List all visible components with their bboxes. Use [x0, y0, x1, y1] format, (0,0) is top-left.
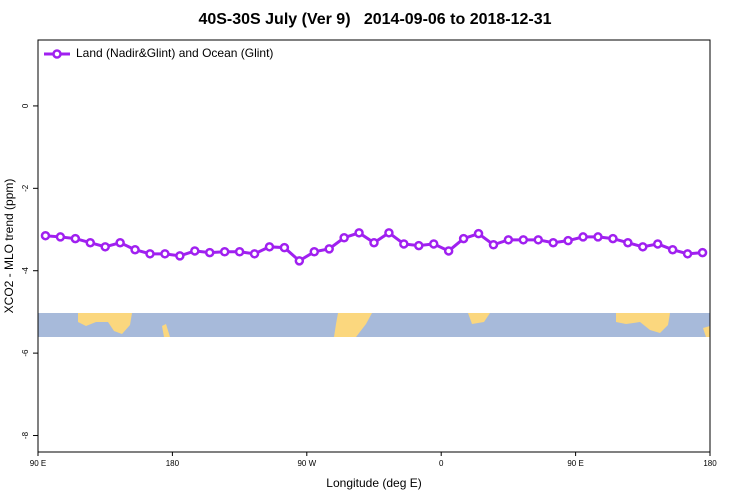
- data-point: [160, 249, 170, 259]
- data-point: [652, 239, 663, 249]
- x-tick-label: 180: [166, 459, 180, 468]
- data-point: [443, 246, 454, 256]
- x-tick-label: 90 E: [567, 459, 583, 468]
- data-point: [85, 237, 96, 248]
- data-point: [518, 235, 529, 245]
- data-point: [638, 242, 648, 252]
- data-point: [608, 233, 618, 244]
- data-point: [667, 244, 678, 255]
- data-point: [309, 247, 320, 257]
- chart-title: 40S-30S July (Ver 9) 2014-09-06 to 2018-…: [198, 11, 551, 28]
- y-tick-label: -8: [21, 431, 30, 439]
- data-point: [324, 244, 334, 254]
- data-point: [593, 232, 603, 242]
- x-tick-label: 180: [703, 459, 717, 468]
- y-tick-label: -4: [21, 267, 30, 275]
- data-point: [234, 247, 245, 257]
- data-point: [533, 235, 544, 245]
- data-point: [578, 232, 588, 242]
- data-point: [55, 232, 66, 242]
- data-point: [399, 239, 409, 249]
- data-point: [428, 239, 439, 249]
- legend-marker: [52, 49, 62, 59]
- data-point: [354, 228, 364, 238]
- data-point: [503, 235, 514, 245]
- legend-label: Land (Nadir&Glint) and Ocean (Glint): [76, 46, 273, 60]
- data-point: [623, 237, 633, 248]
- data-point: [414, 240, 424, 251]
- data-point: [219, 247, 230, 257]
- data-point: [458, 233, 469, 244]
- data-point: [488, 240, 499, 250]
- data-point: [145, 249, 155, 259]
- data-point: [175, 251, 185, 261]
- data-point: [100, 242, 110, 252]
- y-tick-label: -6: [21, 349, 30, 357]
- data-point: [204, 247, 215, 258]
- data-point: [548, 237, 558, 248]
- data-point: [279, 242, 290, 253]
- data-point: [115, 237, 125, 248]
- data-point: [339, 233, 349, 243]
- data-point: [40, 230, 51, 241]
- data-point: [384, 228, 394, 238]
- data-point: [473, 228, 484, 239]
- x-tick-label: 90 W: [297, 459, 316, 468]
- map-strip: [38, 313, 710, 337]
- data-point: [130, 244, 140, 255]
- plot-frame: [37, 39, 711, 453]
- data-point: [249, 249, 260, 259]
- data-point: [294, 256, 305, 266]
- x-axis-label: Longitude (deg E): [326, 476, 421, 490]
- y-tick-label: 0: [21, 103, 30, 108]
- data-point: [682, 249, 693, 259]
- data-point: [697, 247, 708, 258]
- x-tick-label: 90 E: [30, 459, 46, 468]
- y-tick-label: -2: [21, 184, 30, 192]
- y-axis-label: XCO2 - MLO trend (ppm): [2, 179, 16, 314]
- data-point: [264, 242, 275, 252]
- data-point: [70, 233, 81, 244]
- data-point: [369, 237, 379, 248]
- data-point: [563, 235, 573, 246]
- data-point: [190, 246, 200, 256]
- x-tick-label: 0: [439, 459, 444, 468]
